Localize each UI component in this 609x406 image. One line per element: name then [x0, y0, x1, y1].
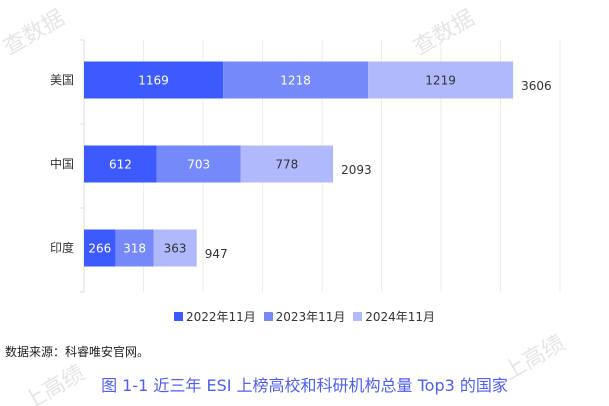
bar-segment [156, 145, 241, 183]
data-label: 266 [88, 242, 111, 256]
data-label: 1169 [138, 74, 169, 88]
legend: 2022年11月 2023年11月 2024年11月 [0, 308, 609, 325]
legend-item[interactable]: 2024年11月 [353, 308, 435, 325]
bar-segment [223, 61, 369, 99]
bar-segment [115, 229, 154, 267]
category-label: 美国 [50, 73, 74, 87]
data-source: 数据来源：科睿唯安官网。 [5, 345, 150, 359]
legend-item[interactable]: 2023年11月 [263, 308, 346, 325]
total-label: 2093 [341, 163, 372, 177]
bar-segment [84, 145, 157, 183]
total-label: 3606 [521, 79, 552, 93]
chart-title: 图 1-1 近三年 ESI 上榜高校和科研机构总量 Top3 的国家 [101, 376, 508, 395]
category-label: 中国 [50, 156, 74, 171]
bar-chart: 美国 1169 1218 1219 3606 中国 612 703 778 2093 印度 266 31… [50, 39, 561, 293]
data-label: 703 [187, 158, 210, 172]
bar-segment [368, 61, 514, 99]
data-label: 1218 [280, 74, 311, 88]
legend-item[interactable]: 2022年11月 [173, 308, 256, 325]
bar-segment [84, 61, 224, 99]
bar-segment [153, 229, 197, 267]
legend-label: 2022年11月 [185, 310, 256, 324]
data-label: 318 [123, 242, 146, 256]
bar-segment [240, 145, 334, 183]
legend-swatch [263, 312, 273, 321]
legend-label: 2024年11月 [365, 310, 436, 324]
data-label: 363 [164, 242, 187, 256]
total-label: 947 [205, 247, 228, 261]
bar-segment [84, 229, 116, 267]
data-label: 612 [109, 158, 132, 172]
legend-label: 2023年11月 [275, 310, 346, 324]
legend-swatch [173, 312, 183, 321]
data-label: 778 [275, 158, 298, 172]
legend-swatch [353, 312, 363, 321]
category-label: 印度 [50, 240, 74, 255]
data-label: 1219 [425, 74, 456, 88]
